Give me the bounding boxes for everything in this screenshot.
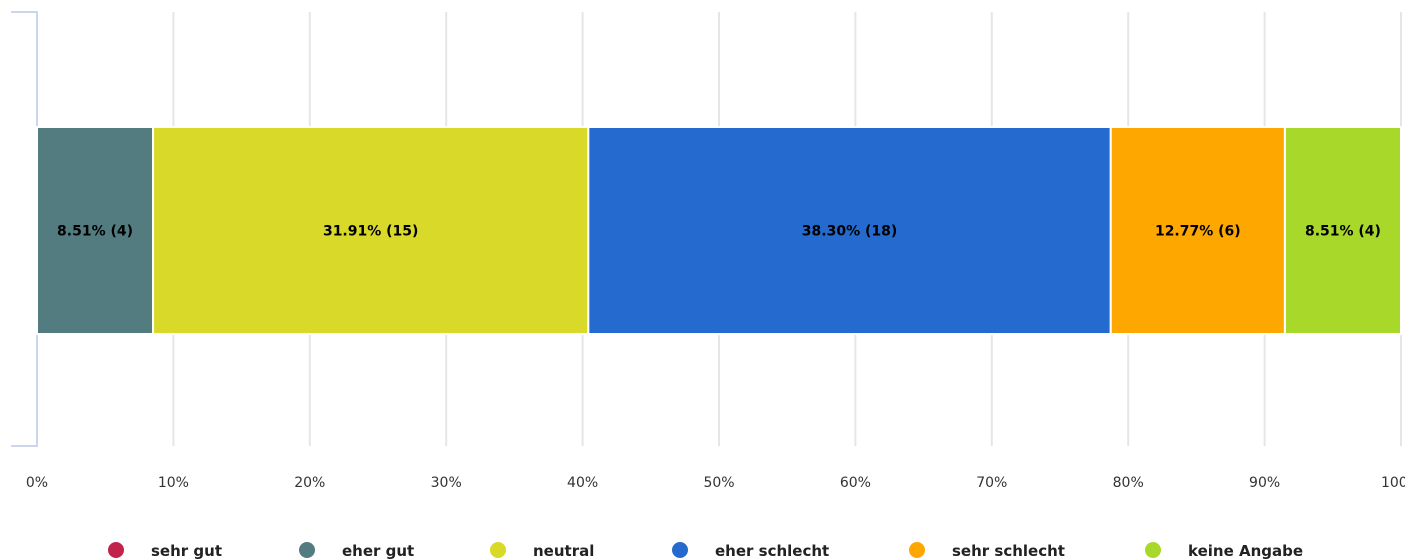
- x-tick-label: 10%: [158, 475, 189, 491]
- bar-labels: 8.51% (4) 31.91% (15) 38.30% (18) 12.77% (6…: [57, 224, 1381, 240]
- x-tick-label: 100%: [1381, 475, 1405, 491]
- bar-data-label: 12.77% (6): [1155, 224, 1241, 240]
- bar-data-label: 8.51% (4): [1305, 224, 1381, 240]
- legend-marker: [108, 542, 124, 558]
- x-axis-ticks: 0% 10% 20% 30% 40% 50% 60% 70% 80% 90% 100%: [26, 475, 1405, 491]
- bar-segments: [36, 126, 1402, 335]
- x-tick-label: 20%: [294, 475, 325, 491]
- bar-segment[interactable]: [1283, 126, 1402, 335]
- legend-label: neutral: [533, 542, 594, 559]
- bar-data-label: 8.51% (4): [57, 224, 133, 240]
- bar-segment[interactable]: [587, 126, 1112, 335]
- bar-segment[interactable]: [1109, 126, 1286, 335]
- x-tick-label: 70%: [976, 475, 1007, 491]
- legend-item[interactable]: neutral: [490, 542, 594, 559]
- legend-marker: [1145, 542, 1161, 558]
- y-axis-bracket: [11, 11, 38, 447]
- legend-label: keine Angabe: [1188, 542, 1303, 559]
- x-tick-label: 80%: [1113, 475, 1144, 491]
- legend-label: sehr gut: [151, 542, 222, 559]
- legend-item[interactable]: sehr gut: [108, 542, 222, 559]
- legend-label: eher schlecht: [715, 542, 829, 559]
- bar-segment[interactable]: [152, 126, 590, 335]
- legend: sehr gut eher gut neutral eher schlecht sehr…: [108, 542, 1303, 559]
- legend-label: eher gut: [342, 542, 414, 559]
- legend-marker: [299, 542, 315, 558]
- y-axis: [11, 11, 38, 447]
- legend-item[interactable]: sehr schlecht: [909, 542, 1065, 559]
- bar-data-label: 31.91% (15): [323, 224, 418, 240]
- x-tick-label: 60%: [840, 475, 871, 491]
- x-tick-label: 30%: [431, 475, 462, 491]
- legend-marker: [672, 542, 688, 558]
- x-tick-label: 0%: [26, 475, 48, 491]
- legend-item[interactable]: eher schlecht: [672, 542, 829, 559]
- legend-marker: [490, 542, 506, 558]
- legend-item[interactable]: keine Angabe: [1145, 542, 1303, 559]
- legend-item[interactable]: eher gut: [299, 542, 414, 559]
- legend-marker: [909, 542, 925, 558]
- legend-label: sehr schlecht: [952, 542, 1065, 559]
- x-tick-label: 40%: [567, 475, 598, 491]
- bar-data-label: 38.30% (18): [802, 224, 897, 240]
- x-tick-label: 90%: [1249, 475, 1280, 491]
- x-tick-label: 50%: [703, 475, 734, 491]
